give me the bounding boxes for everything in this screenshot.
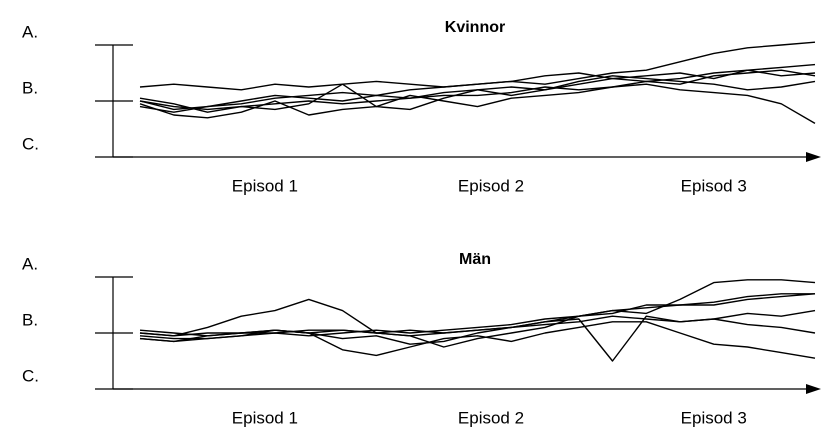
y-tick-label: C. bbox=[22, 366, 39, 385]
y-tick-label: A. bbox=[22, 22, 38, 41]
series-line bbox=[139, 69, 816, 111]
series-line bbox=[139, 293, 816, 340]
chart-title: Kvinnor bbox=[445, 19, 505, 36]
y-tick-label: A. bbox=[22, 254, 38, 273]
series-line bbox=[139, 309, 816, 337]
x-tick-label: Episod 1 bbox=[232, 408, 298, 427]
x-axis-arrow bbox=[806, 152, 821, 162]
x-tick-label: Episod 2 bbox=[458, 408, 524, 427]
series-line bbox=[139, 63, 816, 91]
x-tick-label: Episod 3 bbox=[681, 408, 747, 427]
series-line bbox=[139, 279, 816, 348]
y-tick-label: C. bbox=[22, 134, 39, 153]
y-tick-label: B. bbox=[22, 310, 38, 329]
x-tick-label: Episod 1 bbox=[232, 176, 298, 195]
y-tick-label: B. bbox=[22, 78, 38, 97]
series-line bbox=[139, 83, 816, 125]
chart-title: Män bbox=[459, 251, 491, 268]
x-tick-label: Episod 2 bbox=[458, 176, 524, 195]
x-axis-arrow bbox=[806, 384, 821, 394]
series-line bbox=[139, 75, 816, 113]
x-tick-label: Episod 3 bbox=[681, 176, 747, 195]
